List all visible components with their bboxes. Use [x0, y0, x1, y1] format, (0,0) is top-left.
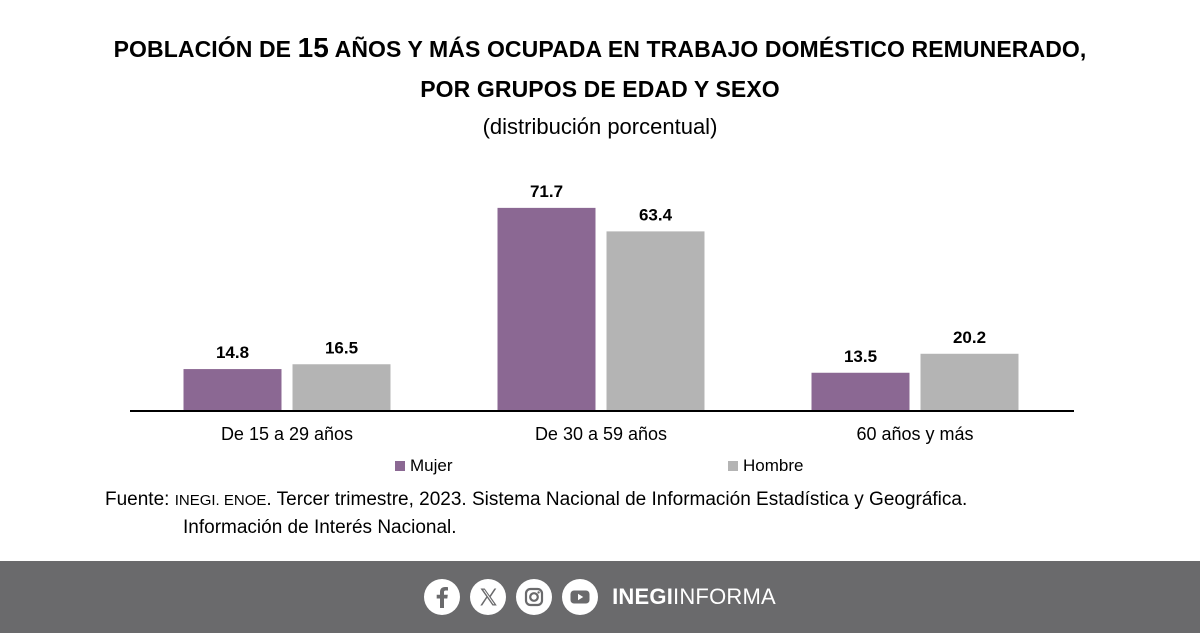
- title-prefix: POBLACIÓN DE: [113, 36, 298, 62]
- social-links: [424, 579, 608, 615]
- data-label-hombre-2: 63.4: [639, 205, 673, 224]
- bar-mujer-3: [811, 372, 910, 411]
- bar-mujer-1: [183, 369, 282, 411]
- brand-regular: INFORMA: [673, 584, 776, 609]
- data-label-hombre-3: 20.2: [953, 328, 986, 347]
- legend-item-mujer: Mujer: [395, 456, 453, 476]
- category-label-2: De 30 a 59 años: [535, 424, 667, 444]
- facebook-icon[interactable]: [424, 579, 461, 615]
- data-label-mujer-2: 71.7: [530, 182, 563, 201]
- legend-swatch-hombre: [728, 461, 738, 471]
- source-note: Fuente: INEGI. ENOE. Tercer trimestre, 2…: [105, 486, 967, 541]
- source-rest: . Tercer trimestre, 2023. Sistema Nacion…: [266, 489, 968, 510]
- legend-item-hombre: Hombre: [728, 456, 803, 476]
- category-label-3: 60 años y más: [856, 424, 973, 444]
- source-label: Fuente:: [105, 489, 175, 510]
- data-label-hombre-1: 16.5: [325, 338, 358, 357]
- data-label-mujer-3: 13.5: [844, 347, 877, 366]
- legend-label-hombre: Hombre: [743, 456, 804, 475]
- source-line-2: Información de Interés Nacional.: [183, 517, 457, 538]
- bar-chart: 14.8 16.5 De 15 a 29 años 71.7 63.4 De 30 a 5…: [130, 182, 1074, 444]
- bar-hombre-3: [920, 353, 1019, 411]
- x-icon[interactable]: [470, 579, 507, 615]
- source-org: INEGI. ENOE: [174, 492, 267, 509]
- title-suffix: AÑOS Y MÁS OCUPADA EN TRABAJO DOMÉSTICO …: [328, 36, 1087, 62]
- source-line-1: Fuente: INEGI. ENOE. Tercer trimestre, 2…: [105, 486, 967, 514]
- footer-bar: INEGIINFORMA: [0, 561, 1200, 633]
- chart-subtitle: (distribución porcentual): [482, 114, 718, 139]
- data-label-mujer-1: 14.8: [216, 343, 249, 362]
- brand-bold: INEGI: [612, 584, 674, 609]
- bar-mujer-2: [497, 207, 596, 411]
- category-label-1: De 15 a 29 años: [221, 424, 353, 444]
- title-number: 15: [297, 32, 329, 63]
- footer-brand: INEGIINFORMA: [612, 584, 776, 610]
- youtube-icon[interactable]: [562, 579, 599, 615]
- legend-swatch-mujer: [395, 461, 405, 471]
- chart-title-block: POBLACIÓN DE 15 AÑOS Y MÁS OCUPADA EN TR…: [0, 28, 1200, 143]
- bar-hombre-1: [292, 364, 391, 411]
- legend-label-mujer: Mujer: [410, 456, 453, 475]
- chart-legend: Mujer Hombre: [0, 456, 1200, 478]
- instagram-icon[interactable]: [516, 579, 553, 615]
- bar-hombre-2: [606, 231, 705, 411]
- chart-title-line-1: POBLACIÓN DE 15 AÑOS Y MÁS OCUPADA EN TR…: [0, 28, 1200, 69]
- chart-title-line-2: POR GRUPOS DE EDAD Y SEXO: [420, 76, 780, 102]
